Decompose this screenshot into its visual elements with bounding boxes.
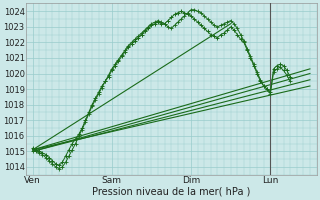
X-axis label: Pression niveau de la mer( hPa ): Pression niveau de la mer( hPa ) (92, 187, 251, 197)
